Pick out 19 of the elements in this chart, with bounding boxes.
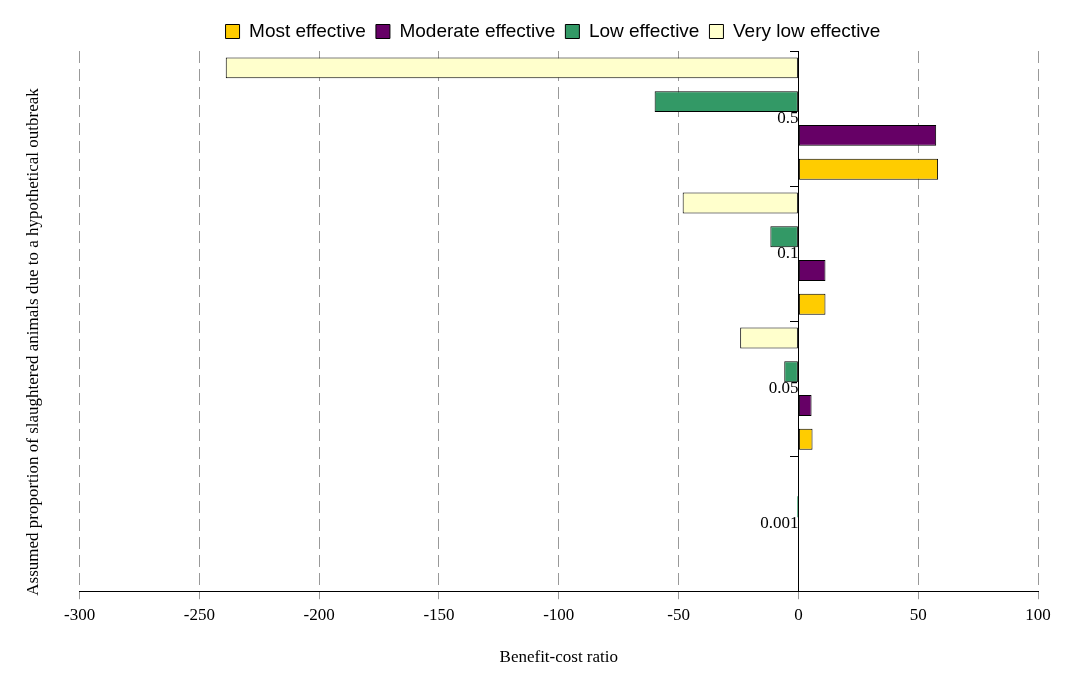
legend-label: Moderate effective xyxy=(399,19,556,41)
y-axis-title: Assumed proportion of slaughtered animals due to a hypothetical outbreak xyxy=(22,87,43,598)
x-tick-label: -50 xyxy=(667,604,690,624)
x-tick-label: -150 xyxy=(423,604,455,624)
y-tick-label: 0.1 xyxy=(777,243,799,263)
y-tick-label: 0.001 xyxy=(760,513,799,533)
x-tick-label: -250 xyxy=(183,604,215,624)
x-tick-label: -300 xyxy=(63,604,96,624)
x-tick-label: 50 xyxy=(909,604,927,624)
legend-label: Most effective xyxy=(249,19,366,41)
x-tick-label: -200 xyxy=(303,604,335,624)
legend-label: Low effective xyxy=(588,19,700,41)
x-tick-label: 0 xyxy=(794,604,803,624)
legend-label: Very low effective xyxy=(732,19,881,41)
y-tick-label: 0.05 xyxy=(768,378,799,398)
x-axis-title: Benefit-cost ratio xyxy=(499,647,619,667)
x-tick-label: 100 xyxy=(1025,604,1051,624)
y-tick-label: 0.5 xyxy=(777,107,799,127)
x-tick-label: -100 xyxy=(543,604,575,624)
